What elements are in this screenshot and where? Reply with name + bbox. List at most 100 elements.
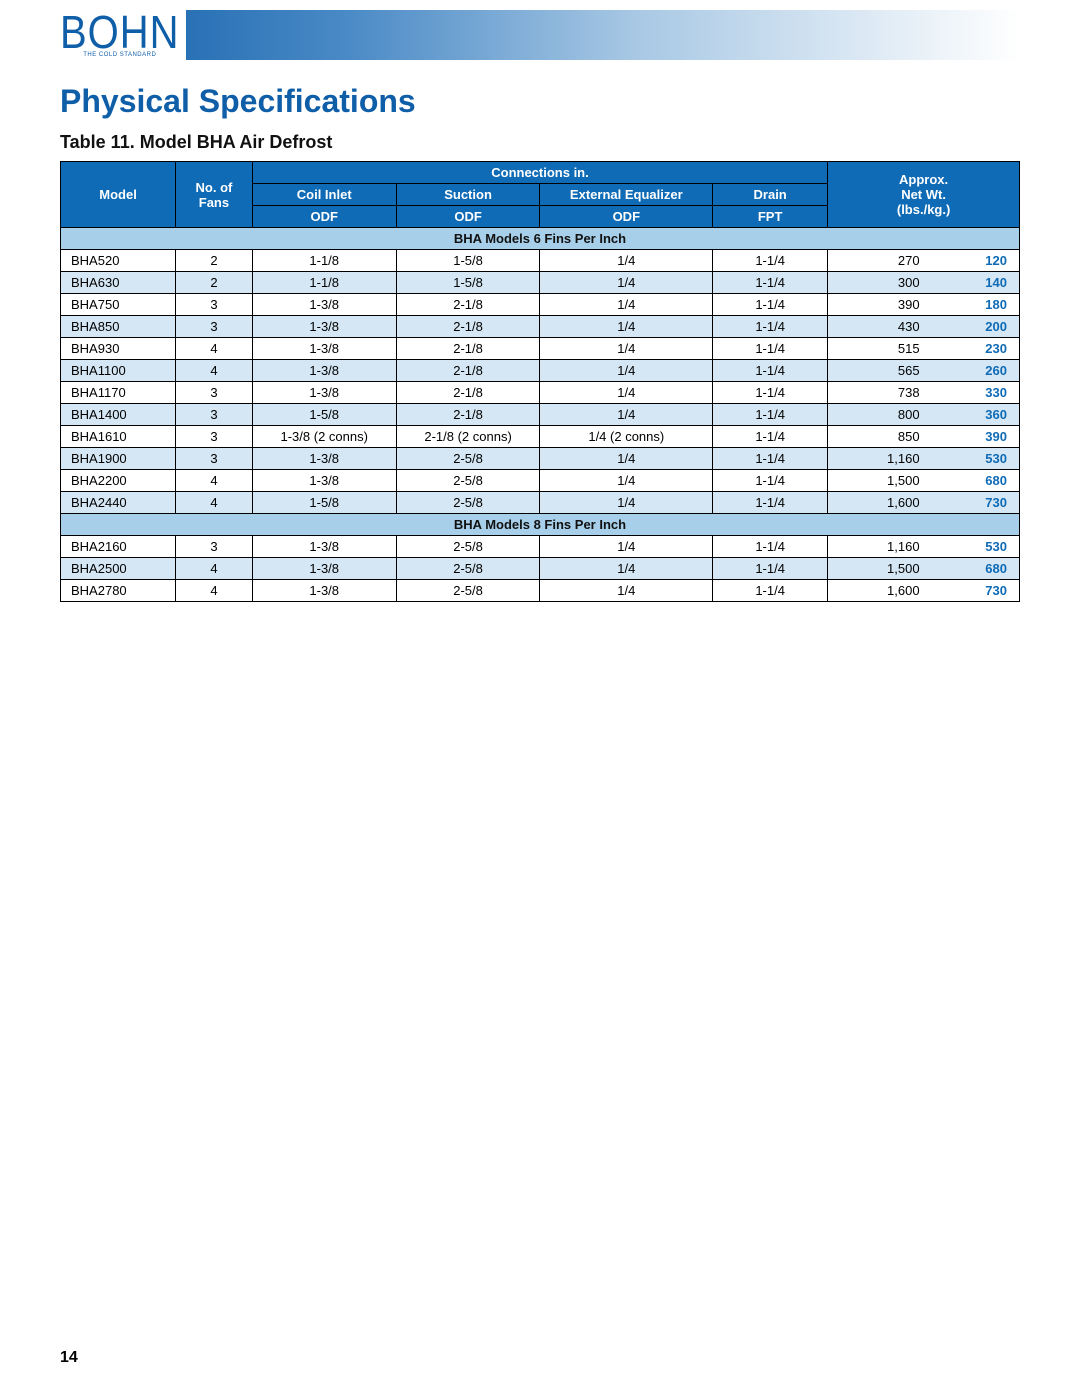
cell-ext: 1/4 [540,272,713,294]
spec-table: Model No. of Fans Connections in. Approx… [60,161,1020,602]
section-row: BHA Models 6 Fins Per Inch [61,228,1020,250]
table-row: BHA93041-3/82-1/81/41-1/4515230 [61,338,1020,360]
cell-lbs: 565 [828,360,924,382]
table-row: BHA52021-1/81-5/81/41-1/4270120 [61,250,1020,272]
col-drain-l2: FPT [713,206,828,228]
cell-model: BHA1100 [61,360,176,382]
cell-lbs: 1,160 [828,536,924,558]
cell-drain: 1-1/4 [713,316,828,338]
cell-drain: 1-1/4 [713,448,828,470]
cell-ext: 1/4 [540,448,713,470]
table-row: BHA250041-3/82-5/81/41-1/41,500680 [61,558,1020,580]
section-title: Physical Specifications [60,83,1020,120]
table-row: BHA216031-3/82-5/81/41-1/41,160530 [61,536,1020,558]
cell-model: BHA930 [61,338,176,360]
section-label: BHA Models 8 Fins Per Inch [61,514,1020,536]
cell-kg: 330 [924,382,1020,404]
col-ext-l2: ODF [540,206,713,228]
col-wt-l2: Net Wt. [834,187,1013,202]
cell-model: BHA520 [61,250,176,272]
cell-suction: 2-1/8 [396,382,540,404]
cell-kg: 680 [924,558,1020,580]
cell-coil: 1-3/8 [252,316,396,338]
cell-lbs: 270 [828,250,924,272]
cell-fans: 3 [176,536,253,558]
cell-fans: 4 [176,492,253,514]
cell-ext: 1/4 [540,360,713,382]
cell-drain: 1-1/4 [713,360,828,382]
col-ext-l1: External Equalizer [540,184,713,206]
cell-drain: 1-1/4 [713,580,828,602]
cell-suction: 1-5/8 [396,250,540,272]
cell-fans: 4 [176,558,253,580]
cell-lbs: 850 [828,426,924,448]
cell-model: BHA1610 [61,426,176,448]
col-suction-l1: Suction [396,184,540,206]
cell-drain: 1-1/4 [713,404,828,426]
cell-lbs: 390 [828,294,924,316]
cell-model: BHA2160 [61,536,176,558]
cell-ext: 1/4 [540,558,713,580]
table-row: BHA161031-3/8 (2 conns)2-1/8 (2 conns)1/… [61,426,1020,448]
col-coil-l1: Coil Inlet [252,184,396,206]
cell-ext: 1/4 [540,404,713,426]
section-label: BHA Models 6 Fins Per Inch [61,228,1020,250]
cell-kg: 390 [924,426,1020,448]
cell-suction: 1-5/8 [396,272,540,294]
cell-suction: 2-1/8 [396,316,540,338]
cell-coil: 1-5/8 [252,404,396,426]
cell-suction: 2-5/8 [396,536,540,558]
cell-ext: 1/4 [540,580,713,602]
cell-suction: 2-1/8 [396,404,540,426]
col-fans-l2: Fans [182,195,246,210]
cell-fans: 2 [176,272,253,294]
cell-coil: 1-3/8 [252,382,396,404]
table-body: BHA Models 6 Fins Per InchBHA52021-1/81-… [61,228,1020,602]
cell-kg: 730 [924,492,1020,514]
cell-ext: 1/4 [540,470,713,492]
brand-name: BOHN [60,10,180,54]
cell-coil: 1-3/8 [252,536,396,558]
cell-lbs: 1,600 [828,580,924,602]
table-title: Table 11. Model BHA Air Defrost [60,132,1020,153]
cell-coil: 1-3/8 [252,470,396,492]
cell-kg: 230 [924,338,1020,360]
cell-fans: 4 [176,360,253,382]
cell-model: BHA1900 [61,448,176,470]
cell-ext: 1/4 [540,338,713,360]
cell-model: BHA1170 [61,382,176,404]
cell-fans: 3 [176,294,253,316]
page-number: 14 [60,1349,78,1367]
cell-ext: 1/4 [540,250,713,272]
cell-coil: 1-3/8 [252,558,396,580]
table-header: Model No. of Fans Connections in. Approx… [61,162,1020,228]
cell-kg: 530 [924,448,1020,470]
cell-coil: 1-3/8 [252,580,396,602]
table-row: BHA110041-3/82-1/81/41-1/4565260 [61,360,1020,382]
cell-kg: 360 [924,404,1020,426]
table-row: BHA75031-3/82-1/81/41-1/4390180 [61,294,1020,316]
cell-coil: 1-3/8 [252,360,396,382]
cell-suction: 2-1/8 [396,338,540,360]
cell-kg: 200 [924,316,1020,338]
cell-lbs: 800 [828,404,924,426]
cell-drain: 1-1/4 [713,426,828,448]
cell-model: BHA1400 [61,404,176,426]
cell-kg: 180 [924,294,1020,316]
cell-lbs: 1,500 [828,470,924,492]
cell-drain: 1-1/4 [713,470,828,492]
cell-suction: 2-5/8 [396,448,540,470]
col-fans: No. of Fans [176,162,253,228]
cell-drain: 1-1/4 [713,338,828,360]
cell-model: BHA2200 [61,470,176,492]
table-row: BHA140031-5/82-1/81/41-1/4800360 [61,404,1020,426]
cell-model: BHA630 [61,272,176,294]
cell-model: BHA2780 [61,580,176,602]
cell-coil: 1-3/8 [252,338,396,360]
table-row: BHA278041-3/82-5/81/41-1/41,600730 [61,580,1020,602]
table-row: BHA244041-5/82-5/81/41-1/41,600730 [61,492,1020,514]
cell-lbs: 1,600 [828,492,924,514]
col-model: Model [61,162,176,228]
cell-ext: 1/4 [540,294,713,316]
cell-kg: 140 [924,272,1020,294]
